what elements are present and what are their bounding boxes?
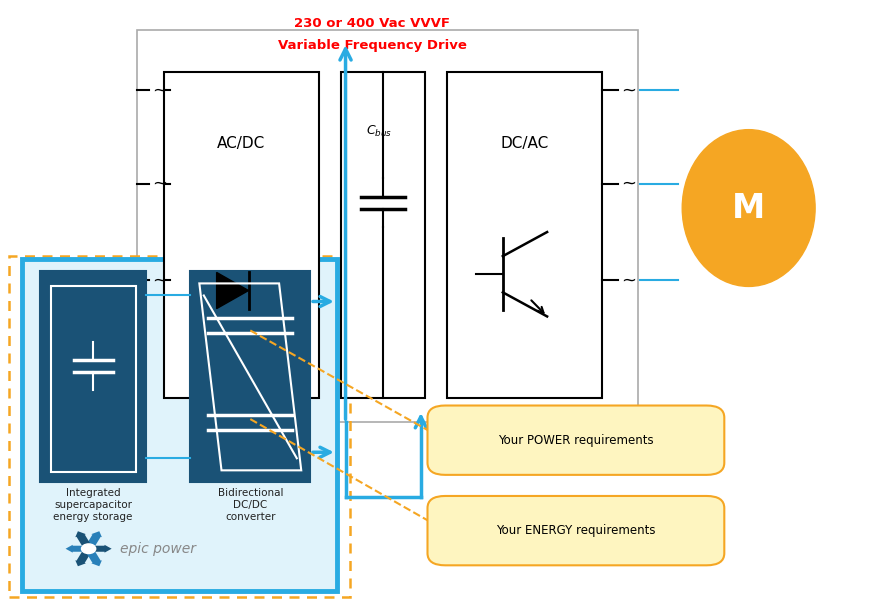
FancyBboxPatch shape bbox=[428, 405, 724, 475]
Circle shape bbox=[82, 544, 96, 554]
Text: Variable Frequency Drive: Variable Frequency Drive bbox=[277, 39, 467, 52]
Polygon shape bbox=[216, 273, 248, 309]
Text: epic power: epic power bbox=[120, 541, 196, 556]
FancyArrow shape bbox=[75, 531, 93, 550]
Text: DC/AC: DC/AC bbox=[501, 136, 549, 151]
Bar bbox=[40, 271, 146, 482]
Text: M: M bbox=[732, 192, 766, 224]
Text: 230 or 400 Vac VVVF: 230 or 400 Vac VVVF bbox=[294, 17, 450, 30]
Text: ~: ~ bbox=[152, 175, 167, 193]
Text: Integrated
supercapacitor
energy storage: Integrated supercapacitor energy storage bbox=[53, 488, 133, 522]
Text: Your ENERGY requirements: Your ENERGY requirements bbox=[496, 524, 656, 537]
FancyArrow shape bbox=[84, 548, 102, 566]
Text: ~: ~ bbox=[622, 81, 636, 99]
Bar bbox=[22, 259, 337, 591]
Text: ~: ~ bbox=[622, 271, 636, 289]
Text: Bidirectional
DC/DC
converter: Bidirectional DC/DC converter bbox=[218, 488, 283, 522]
Bar bbox=[190, 271, 310, 482]
FancyArrow shape bbox=[89, 545, 112, 552]
FancyArrow shape bbox=[66, 545, 89, 552]
FancyArrow shape bbox=[84, 531, 102, 550]
Bar bbox=[9, 256, 350, 597]
Text: Your POWER requirements: Your POWER requirements bbox=[498, 434, 654, 447]
Text: AC/DC: AC/DC bbox=[217, 136, 266, 151]
FancyBboxPatch shape bbox=[428, 496, 724, 566]
Text: ~: ~ bbox=[152, 81, 167, 99]
Bar bbox=[164, 72, 319, 398]
Bar bbox=[137, 30, 638, 422]
Bar bbox=[341, 72, 425, 398]
Text: $C_{bus}$: $C_{bus}$ bbox=[366, 124, 392, 139]
Bar bbox=[51, 286, 136, 472]
FancyArrow shape bbox=[75, 548, 93, 566]
Text: ~: ~ bbox=[152, 271, 167, 289]
Bar bbox=[447, 72, 602, 398]
Ellipse shape bbox=[682, 130, 815, 286]
Text: ~: ~ bbox=[622, 175, 636, 193]
